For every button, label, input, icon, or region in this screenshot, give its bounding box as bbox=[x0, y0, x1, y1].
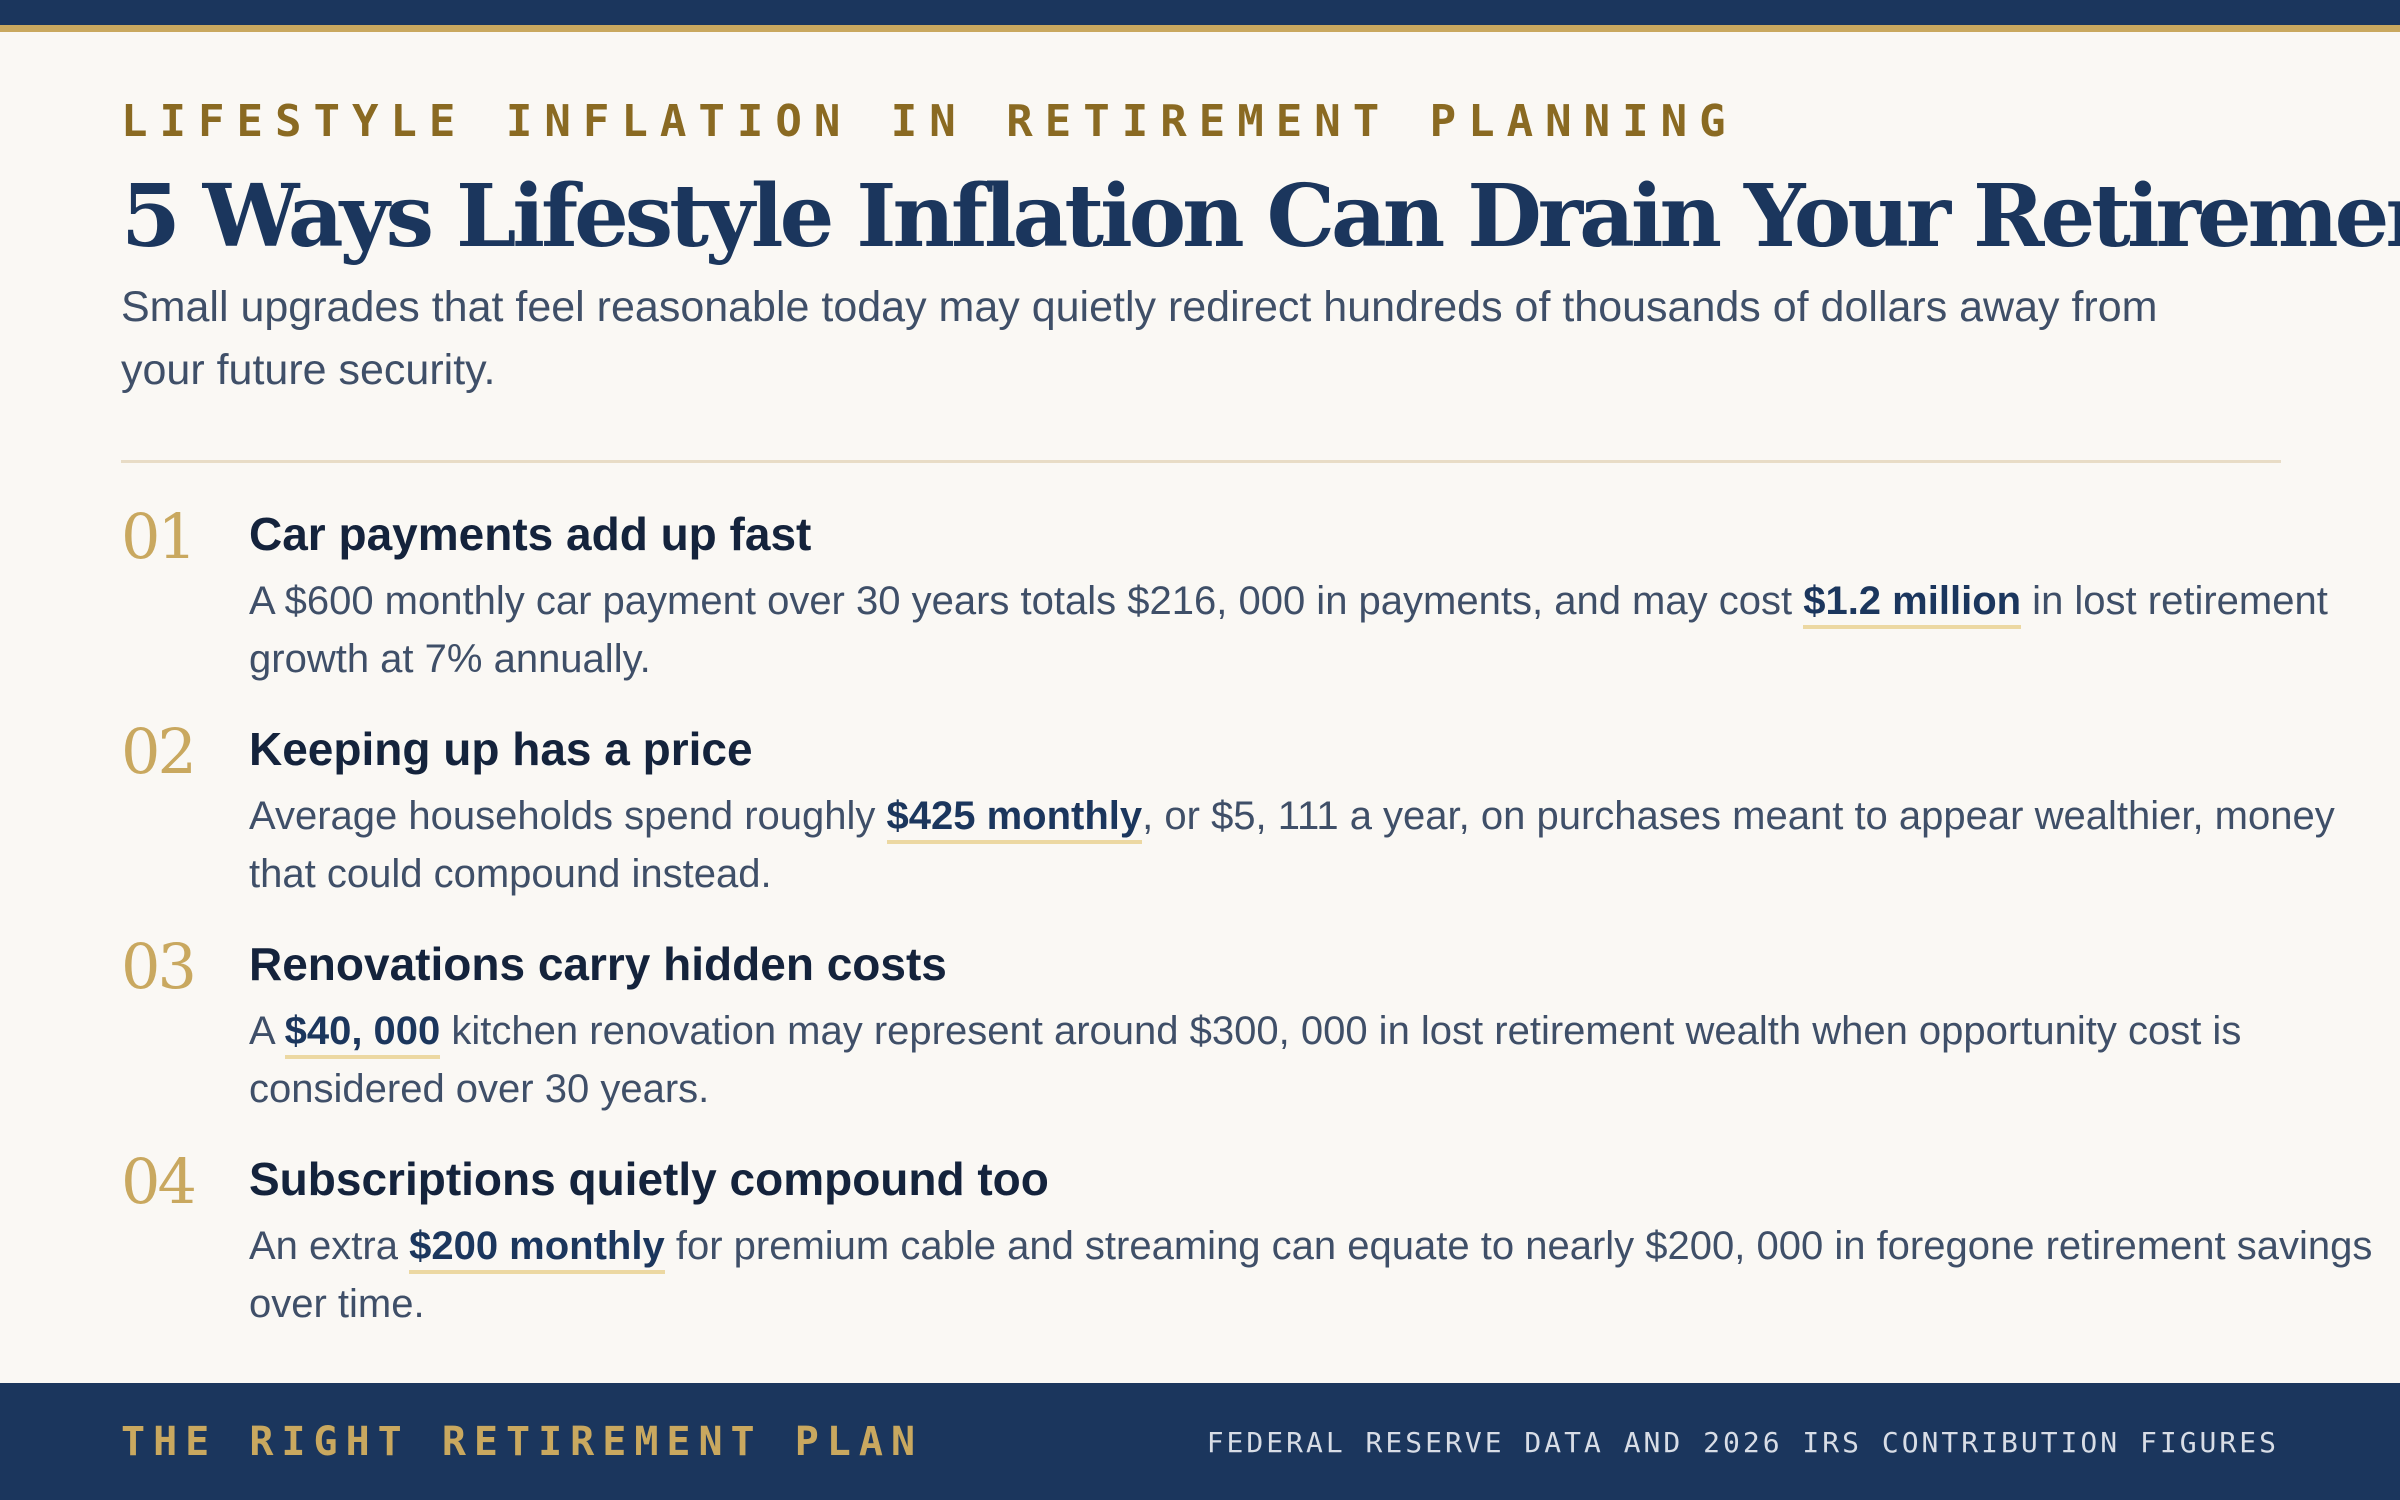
item-text-after: in lost retirement growth at 7% annually… bbox=[249, 579, 2328, 681]
item-number: 04 bbox=[121, 1145, 197, 1218]
list-item: 03 Renovations carry hidden costs A $40,… bbox=[121, 926, 2281, 1141]
item-body: Renovations carry hidden costs A $40, 00… bbox=[249, 926, 2389, 1118]
footer-brand: THE RIGHT RETIREMENT PLAN bbox=[121, 1419, 924, 1465]
item-description: Average households spend roughly $425 mo… bbox=[249, 787, 2379, 903]
item-title: Subscriptions quietly compound too bbox=[249, 1153, 1049, 1205]
footer: THE RIGHT RETIREMENT PLAN FEDERAL RESERV… bbox=[0, 1383, 2400, 1500]
list-item: 04 Subscriptions quietly compound too An… bbox=[121, 1141, 2372, 1356]
page-title: 5 Ways Lifestyle Inflation Can Drain You… bbox=[121, 166, 2400, 267]
highlighted-figure: $1.2 million bbox=[1803, 579, 2022, 629]
item-text-before: A bbox=[249, 1009, 285, 1053]
list-item: 02 Keeping up has a price Average househ… bbox=[121, 711, 2335, 926]
header: LIFESTYLE INFLATION IN RETIREMENT PLANNI… bbox=[121, 96, 2400, 402]
item-number: 01 bbox=[121, 500, 197, 573]
item-text-after: , or $5, 111 a year, on purchases meant … bbox=[249, 794, 2335, 896]
item-body: Keeping up has a price Average household… bbox=[249, 711, 2389, 903]
item-text-before: An extra bbox=[249, 1224, 410, 1268]
list-item: 01 Car payments add up fast A $600 month… bbox=[121, 496, 2328, 711]
item-title: Car payments add up fast bbox=[249, 508, 812, 560]
top-accent-rule bbox=[0, 25, 2400, 32]
item-body: Subscriptions quietly compound too An ex… bbox=[249, 1141, 2389, 1333]
highlighted-figure: $200 monthly bbox=[409, 1224, 665, 1274]
item-text-after: for premium cable and streaming can equa… bbox=[249, 1224, 2373, 1326]
tips-list: 01 Car payments add up fast A $600 month… bbox=[121, 496, 2372, 1356]
item-description: An extra $200 monthly for premium cable … bbox=[249, 1217, 2379, 1333]
top-band bbox=[0, 0, 2400, 25]
item-number: 02 bbox=[121, 715, 197, 788]
item-number: 03 bbox=[121, 930, 197, 1003]
item-text-before: A $600 monthly car payment over 30 years… bbox=[249, 579, 1804, 623]
header-divider bbox=[121, 460, 2281, 463]
item-text-before: Average households spend roughly bbox=[249, 794, 887, 838]
item-description: A $600 monthly car payment over 30 years… bbox=[249, 572, 2379, 688]
footer-source-note: FEDERAL RESERVE DATA AND 2026 IRS CONTRI… bbox=[1206, 1426, 2279, 1459]
item-text-after: kitchen renovation may represent around … bbox=[249, 1009, 2242, 1111]
eyebrow-label: LIFESTYLE INFLATION IN RETIREMENT PLANNI… bbox=[121, 96, 1738, 147]
item-title: Keeping up has a price bbox=[249, 723, 753, 775]
highlighted-figure: $425 monthly bbox=[886, 794, 1143, 844]
item-title: Renovations carry hidden costs bbox=[249, 938, 947, 990]
page-subtitle: Small upgrades that feel reasonable toda… bbox=[121, 283, 2158, 394]
highlighted-figure: $40, 000 bbox=[284, 1009, 441, 1059]
item-description: A $40, 000 kitchen renovation may repres… bbox=[249, 1002, 2379, 1118]
item-body: Car payments add up fast A $600 monthly … bbox=[249, 496, 2389, 688]
